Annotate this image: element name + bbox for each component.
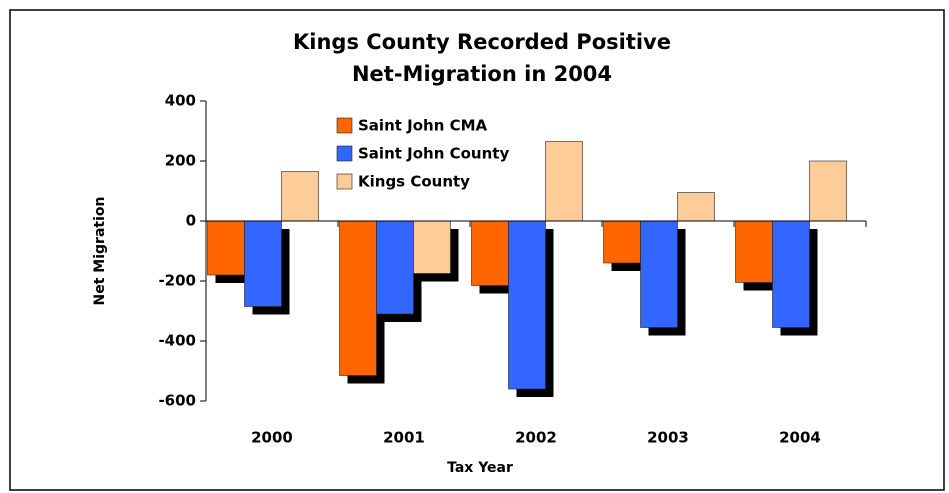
legend-label: Saint John CMA <box>358 117 488 135</box>
y-tick-label: -400 <box>158 332 196 350</box>
bar <box>640 220 678 328</box>
chart-title: Kings County Recorded Positive <box>293 30 671 54</box>
bar <box>677 192 715 222</box>
bar <box>471 220 509 286</box>
y-tick-label: 400 <box>165 92 196 110</box>
bar <box>772 220 810 328</box>
bar <box>735 220 773 283</box>
x-tick-label: 2004 <box>779 429 821 447</box>
bar <box>207 220 245 276</box>
x-tick-label: 2003 <box>647 429 689 447</box>
y-tick-label: -600 <box>158 392 196 410</box>
legend-swatch <box>336 117 353 134</box>
legend-label: Kings County <box>358 173 470 191</box>
y-tick-label: 200 <box>165 152 196 170</box>
legend-swatch <box>336 173 353 190</box>
bar <box>376 220 414 315</box>
bar <box>244 220 282 307</box>
y-tick-label: 0 <box>186 212 196 230</box>
bar <box>281 171 319 222</box>
y-tick-label: -200 <box>158 272 196 290</box>
bar <box>508 220 546 390</box>
chart-title: Net-Migration in 2004 <box>352 62 612 86</box>
bar <box>413 220 451 274</box>
x-tick-label: 2001 <box>383 429 425 447</box>
bar <box>603 220 641 264</box>
bar <box>809 160 847 222</box>
bar <box>545 141 583 222</box>
y-axis-label: Net Migration <box>92 197 108 306</box>
legend-swatch <box>336 145 353 162</box>
legend-label: Saint John County <box>358 145 509 163</box>
bar <box>339 220 377 376</box>
x-tick-label: 2002 <box>515 429 557 447</box>
x-axis-label: Tax Year <box>447 460 513 476</box>
x-tick-label: 2000 <box>251 429 293 447</box>
